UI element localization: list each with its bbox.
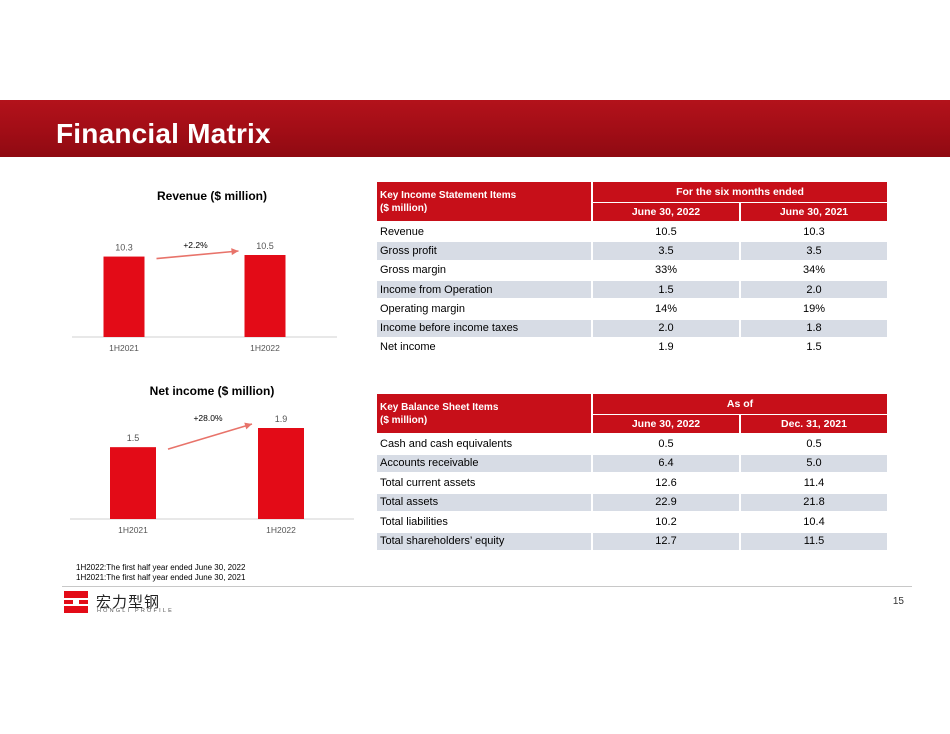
income-row-value: 1.9 <box>658 341 674 354</box>
balance-row: Cash and cash equivalents 0.5 0.5 <box>377 435 887 453</box>
data-label: 10.5 <box>256 241 274 251</box>
x-tick-label: 1H2022 <box>250 343 280 353</box>
bar <box>103 256 145 337</box>
balance-row-label: Total shareholders’ equity <box>380 535 505 548</box>
balance-column-header: Dec. 31, 2021 <box>741 414 887 433</box>
income-row-value: 2.0 <box>658 322 674 335</box>
balance-header-label-line2: ($ million) <box>380 415 428 426</box>
balance-row-value: 5.0 <box>806 457 822 470</box>
growth-arrow-head <box>231 248 239 256</box>
balance-row: Total liabilities 10.2 10.4 <box>377 513 887 531</box>
growth-arrow-line <box>167 423 253 450</box>
income-row-label: Net income <box>380 341 436 354</box>
balance-header-label-line1: Key Balance Sheet Items <box>380 402 499 413</box>
footer-divider <box>62 586 912 587</box>
balance-sheet-table: Key Balance Sheet Items ($ million) As o… <box>377 394 889 552</box>
income-row-label: Revenue <box>380 225 425 238</box>
bar <box>244 255 286 337</box>
net-income-chart-svg: 1.5 1H2021 1.9 1H2022 +28.0% <box>70 413 354 535</box>
income-row-label: Income before income taxes <box>380 322 519 335</box>
income-row: Operating margin 14% 19% <box>377 300 887 317</box>
balance-row-value: 21.8 <box>803 496 825 509</box>
income-group-header: For the six months ended <box>593 182 887 202</box>
income-row-value: 3.5 <box>658 244 674 257</box>
balance-row-value: 12.6 <box>655 476 677 489</box>
income-row: Net income 1.9 1.5 <box>377 339 887 356</box>
income-row-value: 33% <box>654 264 678 277</box>
net-income-chart: Net income ($ million) 1.5 1H2021 1.9 1H202… <box>62 380 362 540</box>
x-tick-label: 1H2021 <box>109 343 139 353</box>
balance-row-value: 10.4 <box>803 515 825 528</box>
data-label: 10.3 <box>115 243 133 253</box>
income-row-value: 1.8 <box>806 322 822 335</box>
bar <box>110 447 156 519</box>
growth-arrow-head <box>244 422 252 430</box>
income-row: Income from Operation 1.5 2.0 <box>377 280 887 299</box>
income-statement-table: Key Income Statement Items ($ million) F… <box>377 182 889 358</box>
balance-row-value: 22.9 <box>655 496 677 509</box>
income-row: Revenue 10.5 10.3 <box>377 223 887 240</box>
balance-row-value: 12.7 <box>655 535 677 548</box>
logo-name-en: HONGLI PROFILE <box>97 608 174 614</box>
balance-row-value: 11.5 <box>803 535 825 548</box>
income-header-label: Key Income Statement Items ($ million) <box>377 182 591 221</box>
balance-row-value: 10.2 <box>655 515 677 528</box>
income-row-value: 10.3 <box>803 225 825 238</box>
title-bar: Financial Matrix <box>0 100 950 157</box>
income-row-value: 1.5 <box>658 283 674 296</box>
balance-row-label: Total current assets <box>380 476 476 489</box>
x-tick-label: 1H2022 <box>266 525 296 535</box>
growth-label: +2.2% <box>183 240 208 250</box>
income-header-label-line1: Key Income Statement Items <box>380 190 517 201</box>
footnote-1h2021: 1H2021:The first half year ended June 30… <box>76 573 246 582</box>
data-label: 1.5 <box>127 433 140 443</box>
income-row-label: Operating margin <box>380 302 465 315</box>
balance-row-value: 11.4 <box>803 476 825 489</box>
growth-arrow-line <box>156 250 239 260</box>
balance-row-label: Cash and cash equivalents <box>380 437 513 450</box>
balance-row: Total current assets 12.6 11.4 <box>377 474 887 492</box>
revenue-chart: Revenue ($ million) 10.3 1H2021 10.5 1H2022… <box>62 185 362 360</box>
balance-row-value: 0.5 <box>658 437 674 450</box>
balance-header-label: Key Balance Sheet Items ($ million) <box>377 394 591 433</box>
income-row-label: Gross margin <box>380 264 447 277</box>
income-row: Gross margin 33% 34% <box>377 262 887 279</box>
income-row-value: 2.0 <box>806 283 822 296</box>
income-column-header: June 30, 2021 <box>741 202 887 221</box>
balance-column-header: June 30, 2022 <box>593 414 739 433</box>
balance-row-label: Accounts receivable <box>380 457 479 470</box>
income-row-value: 3.5 <box>806 244 822 257</box>
page-number: 15 <box>892 596 904 607</box>
revenue-chart-svg: 10.3 1H2021 10.5 1H2022 +2.2% <box>72 240 337 353</box>
balance-row-value: 0.5 <box>806 437 822 450</box>
income-row-value: 10.5 <box>655 225 677 238</box>
income-row-value: 14% <box>654 302 678 315</box>
income-row: Gross profit 3.5 3.5 <box>377 242 887 260</box>
page-title: Financial Matrix <box>56 118 271 149</box>
income-row-value: 1.5 <box>806 341 822 354</box>
income-row-label: Income from Operation <box>380 283 493 296</box>
income-row-value: 34% <box>802 264 826 277</box>
income-row: Income before income taxes 2.0 1.8 <box>377 319 887 337</box>
income-header-label-line2: ($ million) <box>380 203 428 214</box>
bar <box>258 428 304 519</box>
hongli-logo-icon <box>64 591 88 613</box>
balance-group-header: As of <box>593 394 887 414</box>
logo-name-cn: 宏力型钢 <box>96 593 161 611</box>
net-income-chart-title: Net income ($ million) <box>149 384 275 398</box>
income-row-label: Gross profit <box>380 244 437 257</box>
balance-row-value: 6.4 <box>658 457 674 470</box>
balance-row-label: Total liabilities <box>380 515 448 528</box>
balance-row: Accounts receivable 6.4 5.0 <box>377 454 887 472</box>
balance-row: Total assets 22.9 21.8 <box>377 493 887 511</box>
x-tick-label: 1H2021 <box>118 525 148 535</box>
data-label: 1.9 <box>275 414 288 424</box>
growth-label: +28.0% <box>193 413 223 423</box>
income-column-header: June 30, 2022 <box>593 202 739 221</box>
revenue-chart-title: Revenue ($ million) <box>156 189 268 203</box>
income-row-value: 19% <box>802 302 826 315</box>
balance-row: Total shareholders’ equity 12.7 11.5 <box>377 532 887 550</box>
footnote-1h2022: 1H2022:The first half year ended June 30… <box>76 563 246 572</box>
balance-row-label: Total assets <box>380 496 439 509</box>
